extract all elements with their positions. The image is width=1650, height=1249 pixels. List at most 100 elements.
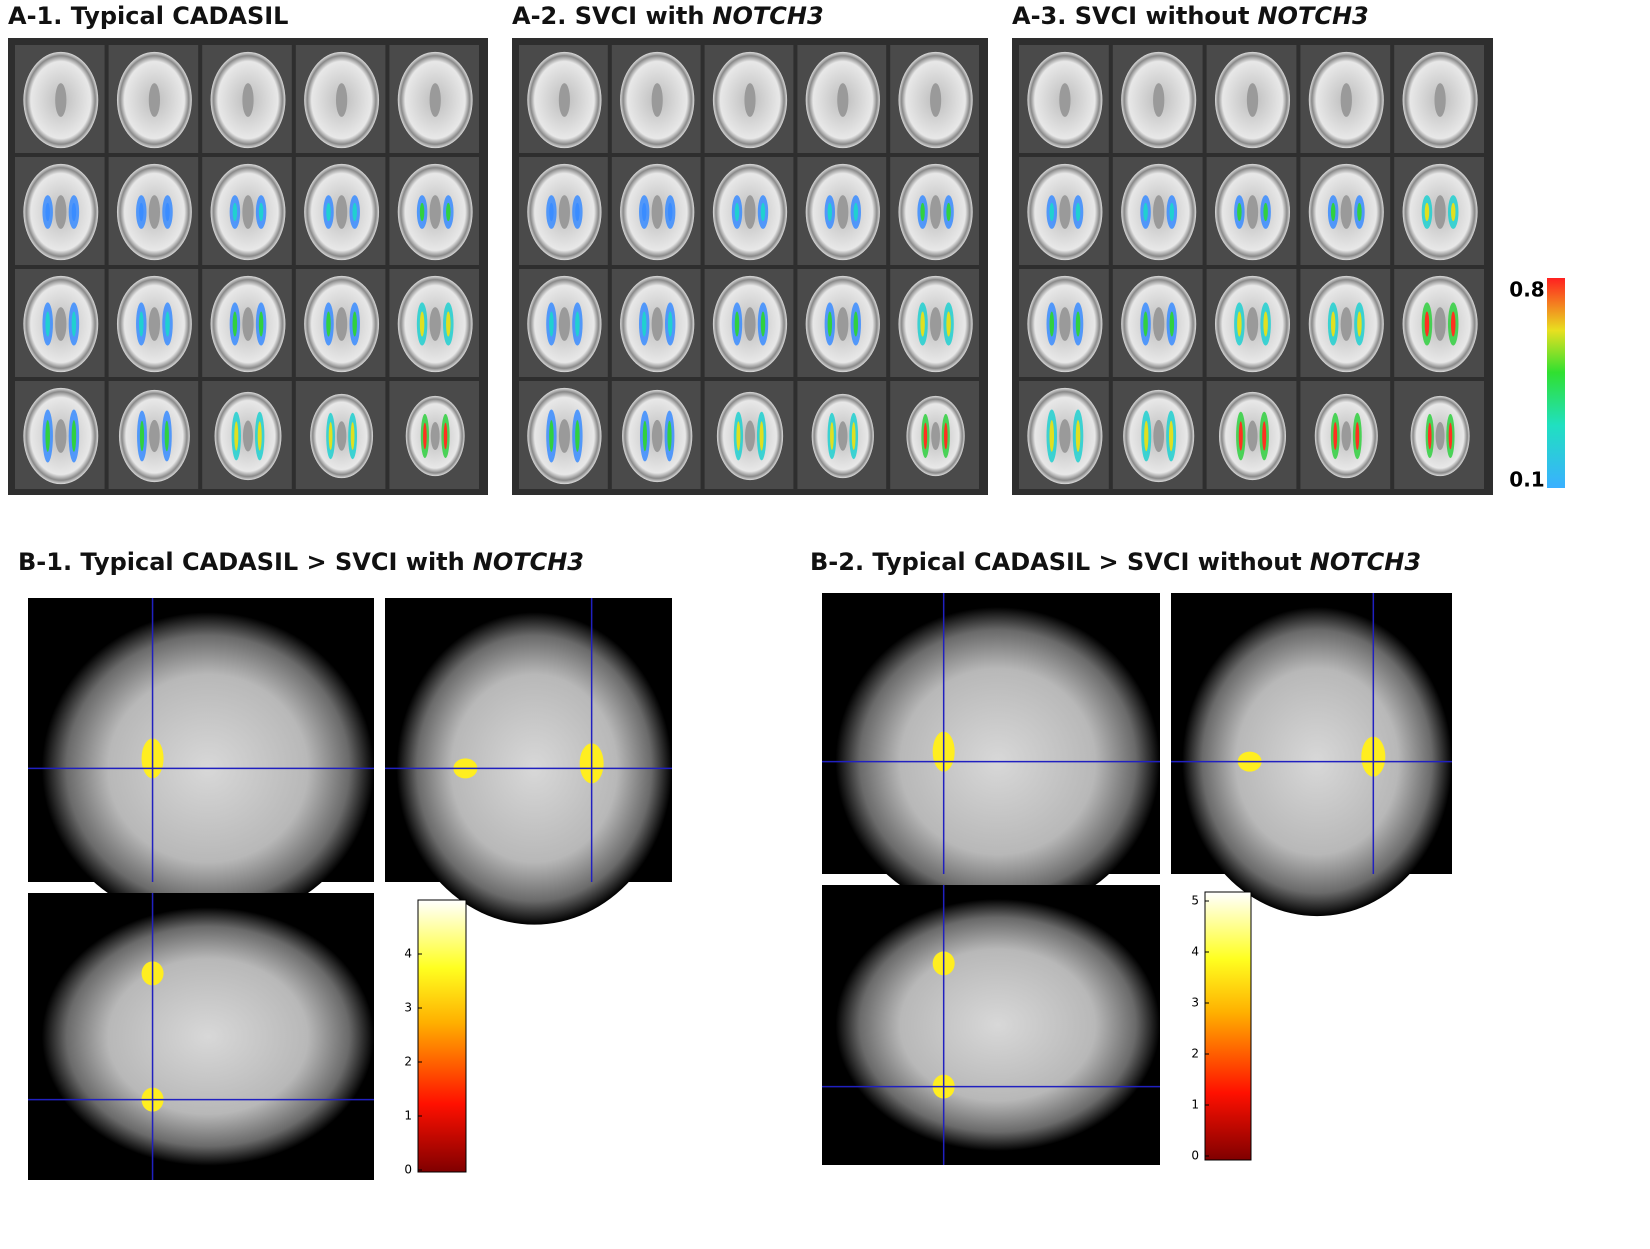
- lesion-core: [419, 202, 425, 222]
- panel-title: B-2. Typical CADASIL > SVCI without NOTCH…: [810, 548, 1421, 576]
- lesion-core: [851, 422, 856, 450]
- lesion-core: [667, 311, 673, 337]
- ventricle: [1246, 195, 1259, 229]
- ventricle: [1059, 83, 1071, 117]
- colorbar-tick-label: 4: [404, 947, 412, 961]
- lesion-core: [164, 420, 169, 452]
- lesion-core: [1237, 202, 1242, 222]
- lesion-core: [326, 202, 331, 222]
- ventricle: [558, 83, 570, 117]
- lesion-core: [139, 202, 144, 222]
- lesion-core: [575, 311, 580, 337]
- ventricle: [1153, 307, 1165, 341]
- ventricle: [1434, 83, 1446, 117]
- lesion-core: [1330, 311, 1336, 337]
- lesion-core: [549, 202, 554, 222]
- ventricle: [651, 83, 663, 117]
- ventricle: [651, 419, 663, 453]
- ventricle: [55, 195, 67, 229]
- panel-title: A-1. Typical CADASIL: [8, 2, 288, 30]
- lesion-core: [45, 311, 50, 337]
- ventricle: [1246, 83, 1259, 117]
- lesion-core: [139, 311, 144, 337]
- ventricle: [1435, 421, 1445, 451]
- title-text: A-1. Typical CADASIL: [8, 2, 289, 30]
- ventricle: [838, 421, 848, 451]
- gene-name: NOTCH3: [1309, 548, 1422, 576]
- lesion-core: [760, 311, 766, 337]
- lesion-core: [352, 202, 357, 222]
- lesion-core: [1357, 202, 1362, 222]
- colorbar: [1547, 278, 1565, 488]
- ventricle: [336, 421, 347, 451]
- colorbar: [1204, 891, 1252, 1161]
- colorbar-tick-label: 3: [1191, 996, 1199, 1010]
- ventricle: [335, 307, 348, 341]
- lesion-core: [326, 311, 331, 337]
- lesion-core: [443, 422, 448, 450]
- lesion-core: [1143, 202, 1148, 222]
- lesion-core: [1424, 202, 1430, 222]
- lesion-core: [1355, 422, 1360, 450]
- title-text: B-1. Typical CADASIL > SVCI with: [18, 548, 465, 576]
- panel-title: A-2. SVCI with NOTCH3: [512, 2, 824, 30]
- lesion-core: [45, 420, 50, 452]
- ventricle: [558, 307, 570, 341]
- lesion-core: [827, 311, 833, 337]
- lesion-core: [549, 311, 554, 337]
- lesion-core: [234, 421, 239, 451]
- gene-name: NOTCH3: [1257, 2, 1369, 30]
- ventricle: [148, 195, 161, 229]
- lesion-core: [446, 311, 451, 337]
- lesion-core: [642, 420, 648, 452]
- lesion-core: [350, 422, 355, 450]
- lesion-core: [946, 311, 951, 337]
- ventricle: [1059, 195, 1071, 229]
- lesion-core: [760, 202, 766, 222]
- lesion-core: [1143, 311, 1148, 337]
- lesion-core: [165, 202, 170, 222]
- lesion-core: [944, 422, 948, 450]
- lesion-core: [575, 420, 580, 452]
- gene-name: NOTCH3: [472, 548, 584, 576]
- ventricle: [558, 419, 570, 453]
- lesion-core: [853, 202, 859, 222]
- lesion-core: [1169, 311, 1175, 337]
- lesion-core: [575, 202, 580, 222]
- lesion-core: [71, 202, 77, 222]
- ventricle: [745, 420, 755, 452]
- colorbar-tick-label: 4: [1191, 945, 1199, 959]
- lesion-core: [736, 421, 741, 451]
- ventricle: [651, 307, 663, 341]
- ventricle: [1434, 307, 1446, 341]
- colorbar-tick-label: 2: [404, 1055, 412, 1069]
- ventricle: [1059, 419, 1071, 453]
- ventricle: [1340, 195, 1352, 229]
- ventricle: [837, 195, 849, 229]
- ventricle: [430, 421, 440, 451]
- ventricle: [744, 83, 756, 117]
- ventricle: [429, 307, 441, 341]
- lesion-core: [1237, 311, 1242, 337]
- ventricle: [837, 83, 849, 117]
- ventricle: [1153, 83, 1165, 117]
- ventricle: [930, 83, 942, 117]
- lesion-core: [946, 202, 951, 222]
- lesion-core: [257, 421, 262, 451]
- lesion-core: [1262, 421, 1267, 451]
- lesion-core: [1049, 311, 1055, 337]
- ventricle: [930, 307, 942, 341]
- lesion-core: [423, 422, 427, 450]
- lesion-core: [1333, 422, 1338, 450]
- lesion-core: [1357, 311, 1362, 337]
- ventricle: [1340, 307, 1352, 341]
- ventricle: [1340, 83, 1352, 117]
- lesion-core: [667, 202, 673, 222]
- lesion-core: [759, 421, 764, 451]
- ventricle: [335, 83, 348, 117]
- ventricle: [651, 195, 663, 229]
- colorbar: [417, 899, 467, 1173]
- lesion-core: [71, 311, 77, 337]
